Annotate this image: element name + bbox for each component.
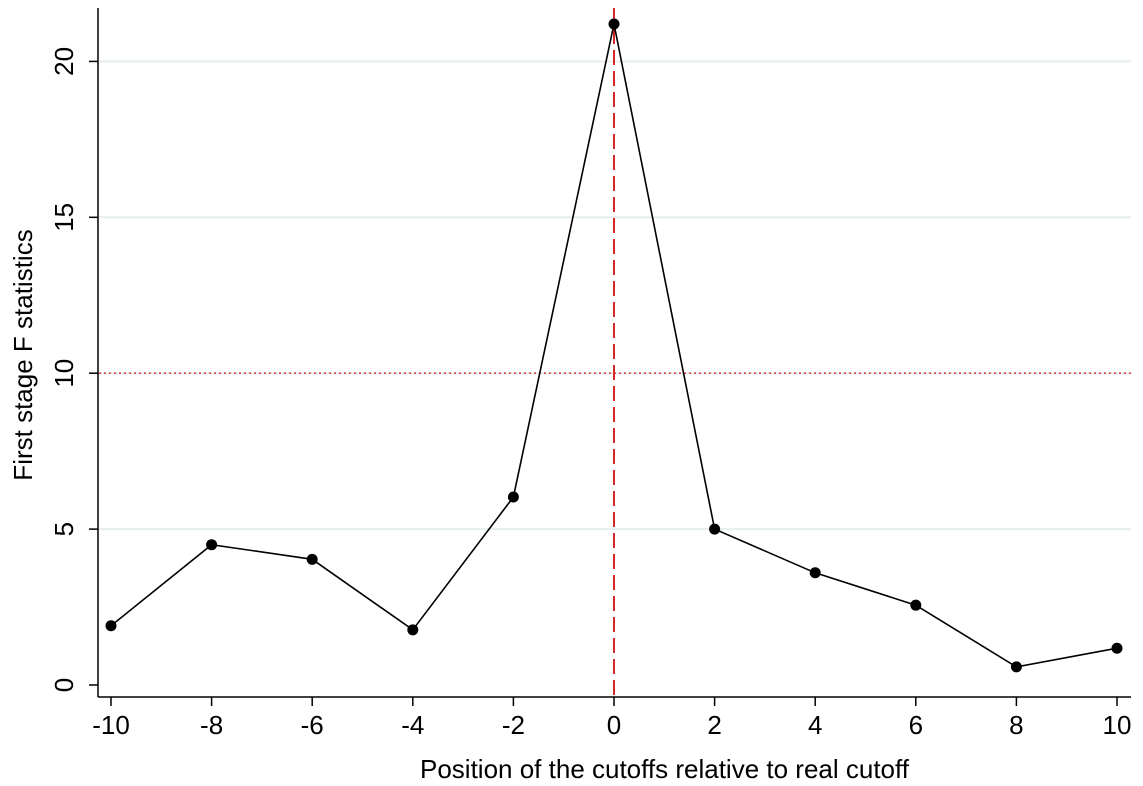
x-tick-label-10: 10 — [1103, 710, 1132, 740]
x-tick-label-2: -6 — [301, 710, 324, 740]
x-tick-label-4: -2 — [502, 710, 525, 740]
data-point-8 — [910, 599, 922, 611]
data-point-6 — [709, 523, 721, 535]
ticks: -10 -8 -6 -4 -2 0 2 4 6 8 10 0 5 10 15 20 — [49, 47, 1131, 740]
x-tick-label-6: 2 — [707, 710, 721, 740]
x-axis-title: Position of the cutoffs relative to real… — [420, 754, 910, 784]
data-point-2 — [306, 553, 318, 565]
x-tick-label-8: 6 — [909, 710, 923, 740]
data-point-3 — [407, 624, 419, 636]
x-tick-label-1: -8 — [200, 710, 223, 740]
data-point-9 — [1010, 661, 1022, 673]
data-point-10 — [1111, 642, 1123, 654]
y-tick-label-2: 10 — [49, 359, 79, 388]
y-axis-title: First stage F statistics — [8, 229, 38, 480]
x-tick-label-0: -10 — [92, 710, 130, 740]
reference-lines — [99, 8, 1131, 696]
x-tick-label-9: 8 — [1009, 710, 1023, 740]
data-markers — [105, 18, 1123, 673]
x-tick-label-5: 0 — [607, 710, 621, 740]
x-tick-label-3: -4 — [401, 710, 424, 740]
y-tick-label-0: 0 — [49, 678, 79, 692]
data-point-5 — [608, 18, 620, 30]
x-tick-label-7: 4 — [808, 710, 822, 740]
y-tick-label-3: 15 — [49, 203, 79, 232]
data-point-7 — [809, 567, 821, 579]
data-point-1 — [206, 539, 218, 551]
y-tick-label-4: 20 — [49, 47, 79, 76]
data-point-0 — [105, 620, 117, 632]
y-tick-label-1: 5 — [49, 522, 79, 536]
data-point-4 — [507, 491, 519, 503]
